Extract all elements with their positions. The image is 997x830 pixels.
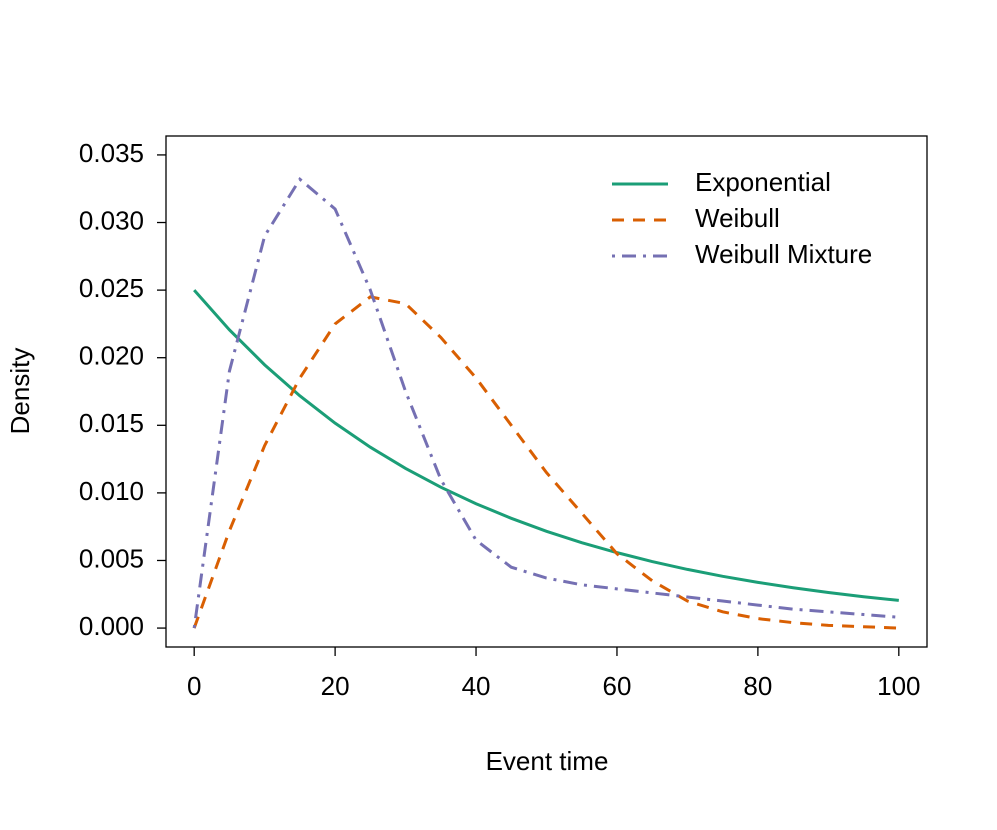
legend-label: Weibull (695, 203, 780, 233)
y-tick-label: 0.030 (79, 205, 144, 235)
legend-label: Exponential (695, 167, 831, 197)
x-tick-label: 60 (603, 671, 632, 701)
series-line (192, 176, 899, 629)
y-tick-label: 0.015 (79, 408, 144, 438)
series-line (193, 289, 899, 602)
y-tick-label: 0.010 (79, 476, 144, 506)
y-tick-label: 0.020 (79, 341, 144, 371)
series-line (192, 295, 899, 630)
y-tick-label: 0.035 (79, 138, 144, 168)
plot-frame (165, 135, 928, 648)
legend-label: Weibull Mixture (695, 239, 872, 269)
x-tick-label: 20 (321, 671, 350, 701)
x-tick-label: 80 (743, 671, 772, 701)
x-tick-label: 40 (462, 671, 491, 701)
x-axis-label: Event time (486, 746, 609, 776)
y-tick-label: 0.025 (79, 273, 144, 303)
x-tick-label: 100 (877, 671, 920, 701)
x-tick-label: 0 (187, 671, 201, 701)
y-tick-label: 0.005 (79, 543, 144, 573)
y-tick-label: 0.000 (79, 611, 144, 641)
y-axis-label: Density (5, 348, 35, 435)
